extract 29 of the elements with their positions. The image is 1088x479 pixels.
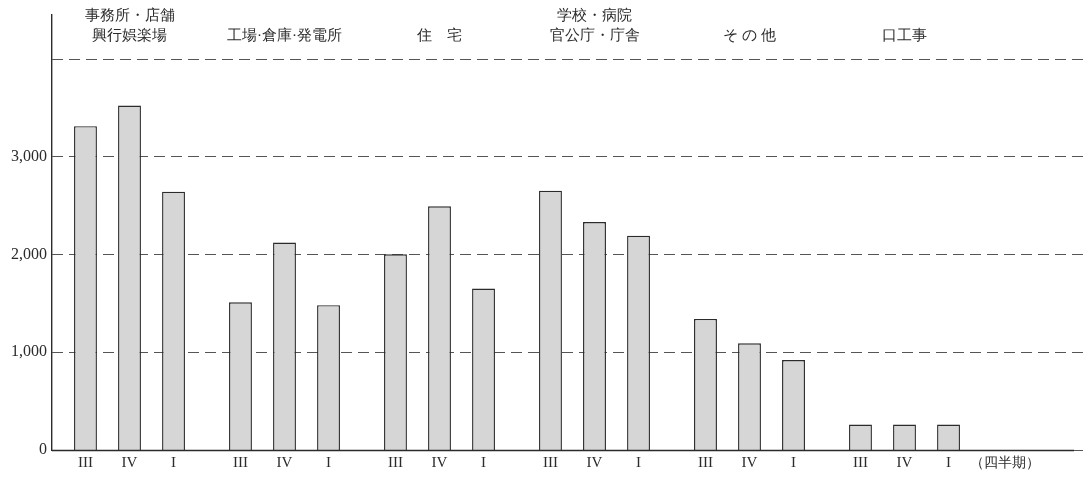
series-label: I [171, 454, 177, 471]
text: I [326, 454, 332, 471]
text: I [946, 454, 952, 471]
x-tick-label: そ の 他 [723, 26, 776, 43]
y-tick-label: 1,000 [11, 342, 47, 360]
text: IV [896, 454, 913, 471]
text: IV [586, 454, 603, 471]
text: I [481, 454, 487, 471]
x-tick-label: 工場·倉庫·発電所 [227, 26, 342, 43]
x-tick-label: 口工事 [882, 26, 927, 43]
x-tick-label: 事務所・店舗興行娯楽場 [84, 6, 175, 43]
x-tick-label: 学校・病院官公庁・庁舎 [549, 6, 640, 43]
y-tick-label: 2,000 [11, 244, 47, 262]
text: IV [741, 454, 758, 471]
series-label: IV [121, 454, 138, 471]
series-label: III [77, 454, 93, 471]
text: III [542, 454, 558, 471]
text: III [697, 454, 713, 471]
x-axis-title: （四半期） [970, 455, 1040, 471]
y-tick-label: 0 [39, 440, 47, 458]
text: III [387, 454, 403, 471]
text: I [791, 454, 797, 471]
x-tick-label: 住 宅 [416, 26, 462, 43]
text: IV [431, 454, 448, 471]
text: I [636, 454, 642, 471]
text: IV [276, 454, 293, 471]
text: III [852, 454, 868, 471]
text: III [232, 454, 248, 471]
y-tick-label: 3,000 [11, 146, 47, 164]
